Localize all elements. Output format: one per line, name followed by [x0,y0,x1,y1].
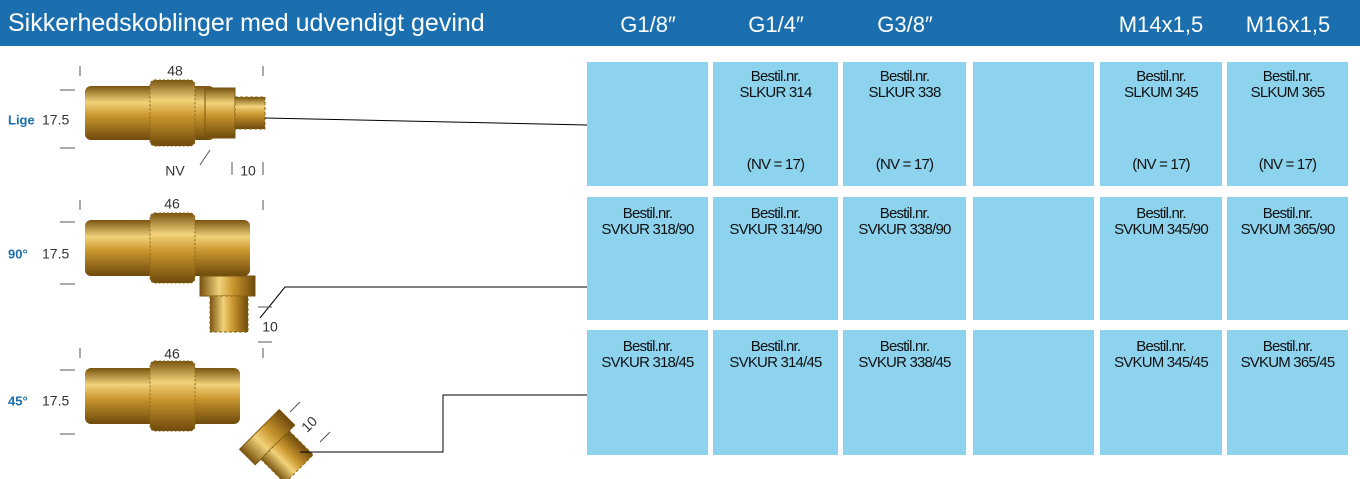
order-cell: Bestil.nr.SVKUM 345/45 [1100,330,1222,455]
dimension-label: NV [165,163,185,179]
order-cell: Bestil.nr.SLKUM 345 (NV = 17) [1100,62,1222,186]
fitting-90 [60,200,587,342]
order-code: SVKUR 338/90 [843,222,966,238]
order-cell: Bestil.nr.SVKUR 318/90 [587,197,708,320]
order-label: Bestil.nr. [587,206,708,222]
order-code: SVKUM 345/45 [1100,355,1222,371]
order-cell: Bestil.nr.SVKUR 318/45 [587,330,708,455]
order-cell [973,197,1094,320]
column-header: M16x1,5 [1226,12,1350,38]
dimension-label: 48 [167,63,183,79]
order-label: Bestil.nr. [713,339,838,355]
order-code: SLKUR 314 [713,85,838,101]
order-note: (NV = 17) [713,157,838,173]
order-cell [973,62,1094,186]
order-code: SVKUM 365/90 [1227,222,1348,238]
order-cell: Bestil.nr.SVKUR 338/45 [843,330,966,455]
order-cell: Bestil.nr.SLKUM 365 (NV = 17) [1227,62,1348,186]
dimension-label: 46 [164,346,180,362]
order-label: Bestil.nr. [587,339,708,355]
order-code: SVKUR 338/45 [843,355,966,371]
order-cell: Bestil.nr.SVKUM 365/45 [1227,330,1348,455]
order-code: SVKUR 318/45 [587,355,708,371]
order-code: SLKUM 345 [1100,85,1222,101]
row-label: Lige [8,112,35,127]
order-note: (NV = 17) [1100,157,1222,173]
column-header: G1/4″ [714,12,838,38]
fitting-45 [60,348,587,479]
column-header: G3/8″ [843,12,967,38]
order-label: Bestil.nr. [1100,339,1222,355]
dimension-label: 46 [164,196,180,212]
column-header: G1/8″ [586,12,710,38]
order-label: Bestil.nr. [1227,339,1348,355]
order-cell: Bestil.nr.SVKUM 365/90 [1227,197,1348,320]
order-code: SVKUM 365/45 [1227,355,1348,371]
row-label: 45° [8,393,28,408]
order-label: Bestil.nr. [843,69,966,85]
order-label: Bestil.nr. [1100,69,1222,85]
order-label: Bestil.nr. [1100,206,1222,222]
order-label: Bestil.nr. [843,206,966,222]
order-code: SVKUR 314/45 [713,355,838,371]
order-code: SLKUR 338 [843,85,966,101]
order-code: SVKUR 318/90 [587,222,708,238]
order-label: Bestil.nr. [1227,69,1348,85]
order-note: (NV = 17) [1227,157,1348,173]
order-cell: Bestil.nr.SVKUR 338/90 [843,197,966,320]
order-code: SLKUM 365 [1227,85,1348,101]
order-label: Bestil.nr. [843,339,966,355]
order-label: Bestil.nr. [713,69,838,85]
order-code: SVKUR 314/90 [713,222,838,238]
order-cell: Bestil.nr.SVKUR 314/90 [713,197,838,320]
row-label: 90° [8,246,28,261]
dimension-label: 17.5 [42,246,69,262]
column-header: M14x1,5 [1099,12,1223,38]
order-cell: Bestil.nr.SVKUR 314/45 [713,330,838,455]
order-label: Bestil.nr. [713,206,838,222]
order-cell: Bestil.nr.SLKUR 314 (NV = 17) [713,62,838,186]
order-code: SVKUM 345/90 [1100,222,1222,238]
order-label: Bestil.nr. [1227,206,1348,222]
order-note: (NV = 17) [843,157,966,173]
order-cell: Bestil.nr.SLKUR 338 (NV = 17) [843,62,966,186]
dimension-label: 10 [298,413,320,435]
page: Sikkerhedskoblinger med udvendigt gevind [0,0,1360,479]
order-cell: Bestil.nr.SVKUM 345/90 [1100,197,1222,320]
order-cell [973,330,1094,455]
dimension-label: 17.5 [42,393,69,409]
dimension-label: 17.5 [42,112,69,128]
dimension-label: 10 [240,163,256,179]
fitting-straight [60,66,587,175]
dimension-label: 10 [262,319,278,335]
order-cell [587,62,708,186]
